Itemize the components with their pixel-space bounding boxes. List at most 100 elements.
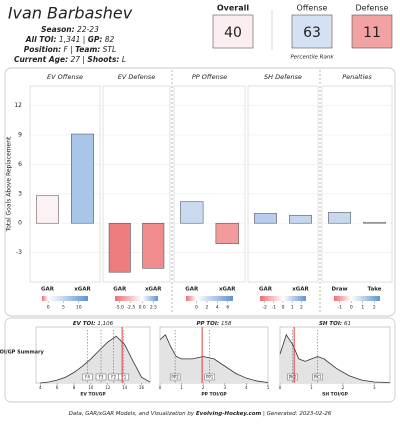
bar: [363, 221, 386, 224]
x-tick-label: 12: [105, 385, 111, 390]
x-tick-label: 2: [202, 385, 205, 390]
info-value: 1,341: [59, 35, 80, 44]
tier-label: F3: [99, 374, 104, 379]
y-tick-label: 0: [18, 220, 22, 227]
toi-title: SH TOI: 61: [319, 321, 351, 327]
info-line: Season: 22-23: [41, 25, 99, 34]
colorbar-tick-label: 2: [373, 305, 376, 311]
colorbar: [115, 296, 158, 301]
y-tick-label: 9: [18, 132, 22, 139]
percentile-label: Offense: [297, 4, 328, 13]
info-value: F: [64, 45, 69, 54]
info-value: 22-23: [77, 25, 99, 34]
toi-y-label: TOI/GP Summary: [0, 350, 45, 356]
bar: [142, 222, 165, 269]
category-label: GAR: [41, 287, 55, 293]
percentile-value: 40: [224, 25, 242, 41]
panel-title: PP Offense: [192, 73, 227, 81]
tier-label: F2: [111, 374, 116, 379]
y-tick-label: 3: [18, 190, 22, 197]
tier-label: PP1: [206, 374, 214, 379]
bar: [180, 201, 204, 224]
colorbar-tick-label: -2.5: [126, 305, 135, 311]
percentile-box: [351, 14, 393, 49]
tier-label: PK1: [314, 374, 322, 379]
tier-box: [169, 373, 181, 381]
info-label: GP:: [88, 35, 103, 44]
density-line: [40, 335, 151, 384]
footer-generated: | Generated: 2023-02-26: [263, 411, 332, 417]
toi-value: 61: [344, 321, 351, 327]
info-line: All TOI: 1,341 | GP: 82: [25, 35, 115, 44]
info-label: Current Age:: [14, 55, 68, 64]
x-axis-label: PP TOI/GP: [201, 392, 227, 398]
colorbar-tick-label: -1: [272, 305, 277, 311]
x-tick-label: 1: [180, 385, 183, 390]
panel-title: EV Defense: [118, 73, 155, 81]
tier-box: [82, 373, 93, 381]
colorbar-tick-label: 6: [226, 305, 229, 311]
player-name: Ivan Barbashev: [8, 4, 133, 23]
info-value: 82: [105, 35, 115, 44]
category-label: Take: [368, 287, 382, 293]
bar: [71, 133, 94, 224]
density-area: [280, 334, 390, 383]
bar: [108, 222, 131, 273]
info-line: Position: F | Team: STL: [24, 45, 116, 54]
colorbar-tick-label: 1: [291, 305, 294, 311]
bar: [254, 213, 277, 224]
x-tick-label: 4: [39, 385, 42, 390]
category-label: GAR: [113, 287, 127, 293]
toi-title: EV TOI: 1,106: [73, 321, 114, 327]
info-value: 27: [70, 55, 80, 64]
percentile-label: Overall: [217, 4, 250, 13]
colorbar-tick-label: 2.5: [150, 305, 157, 311]
separator: |: [80, 35, 87, 44]
bar: [328, 212, 351, 224]
colorbar: [42, 296, 88, 301]
bar: [215, 222, 239, 245]
footer: Data, GAR/xGAR Models, and Visualization…: [69, 411, 332, 417]
colorbar-tick-label: 2: [300, 305, 303, 311]
tier-box: [312, 373, 323, 381]
tier-box: [118, 373, 130, 381]
percentile-box: [291, 14, 333, 49]
tier-box: [204, 373, 215, 381]
toi-value: 1,106: [97, 321, 113, 327]
y-tick-label: 12: [14, 102, 22, 109]
panel-title: EV Offense: [47, 73, 83, 81]
x-tick-label: 5: [267, 385, 270, 390]
colorbar: [186, 296, 233, 301]
y-axis-label: Total Goals Above Replacement: [6, 136, 13, 232]
separator: |: [68, 45, 75, 54]
toi-value: 158: [221, 321, 232, 327]
category-label: Draw: [331, 287, 347, 293]
category-label: xGAR: [292, 287, 309, 293]
y-tick-label: -3: [16, 249, 22, 256]
colorbar-tick-label: -2: [262, 305, 267, 311]
colorbar-tick-label: 0: [282, 305, 285, 311]
colorbar-tick-label: -5.0: [115, 305, 124, 311]
colorbar-tick-label: 2: [205, 305, 208, 311]
footer-site: Evolving-Hockey.com: [196, 411, 262, 417]
x-axis-label: EV TOI/GP: [80, 392, 106, 398]
panel-frame: [247, 85, 319, 283]
colorbar-tick-label: 0.0: [139, 305, 146, 311]
x-axis-label: SH TOI/GP: [322, 392, 348, 398]
x-tick-label: 2: [342, 385, 345, 390]
toi-title: PP TOI: 158: [196, 321, 232, 327]
colorbar-tick-label: 0: [195, 305, 198, 311]
colorbar-tick-label: -1: [338, 305, 343, 311]
x-tick-label: 10: [88, 385, 94, 390]
density-line: [159, 334, 269, 383]
colorbar: [260, 296, 306, 301]
percentile-box: [212, 14, 254, 49]
category-label: xGAR: [219, 287, 236, 293]
panel-title: Penalties: [342, 73, 372, 81]
tier-box: [95, 373, 107, 381]
separator: |: [80, 55, 87, 64]
density-line: [279, 333, 391, 383]
x-tick-label: 3: [373, 385, 376, 390]
colorbar-tick-label: 5: [62, 305, 65, 311]
